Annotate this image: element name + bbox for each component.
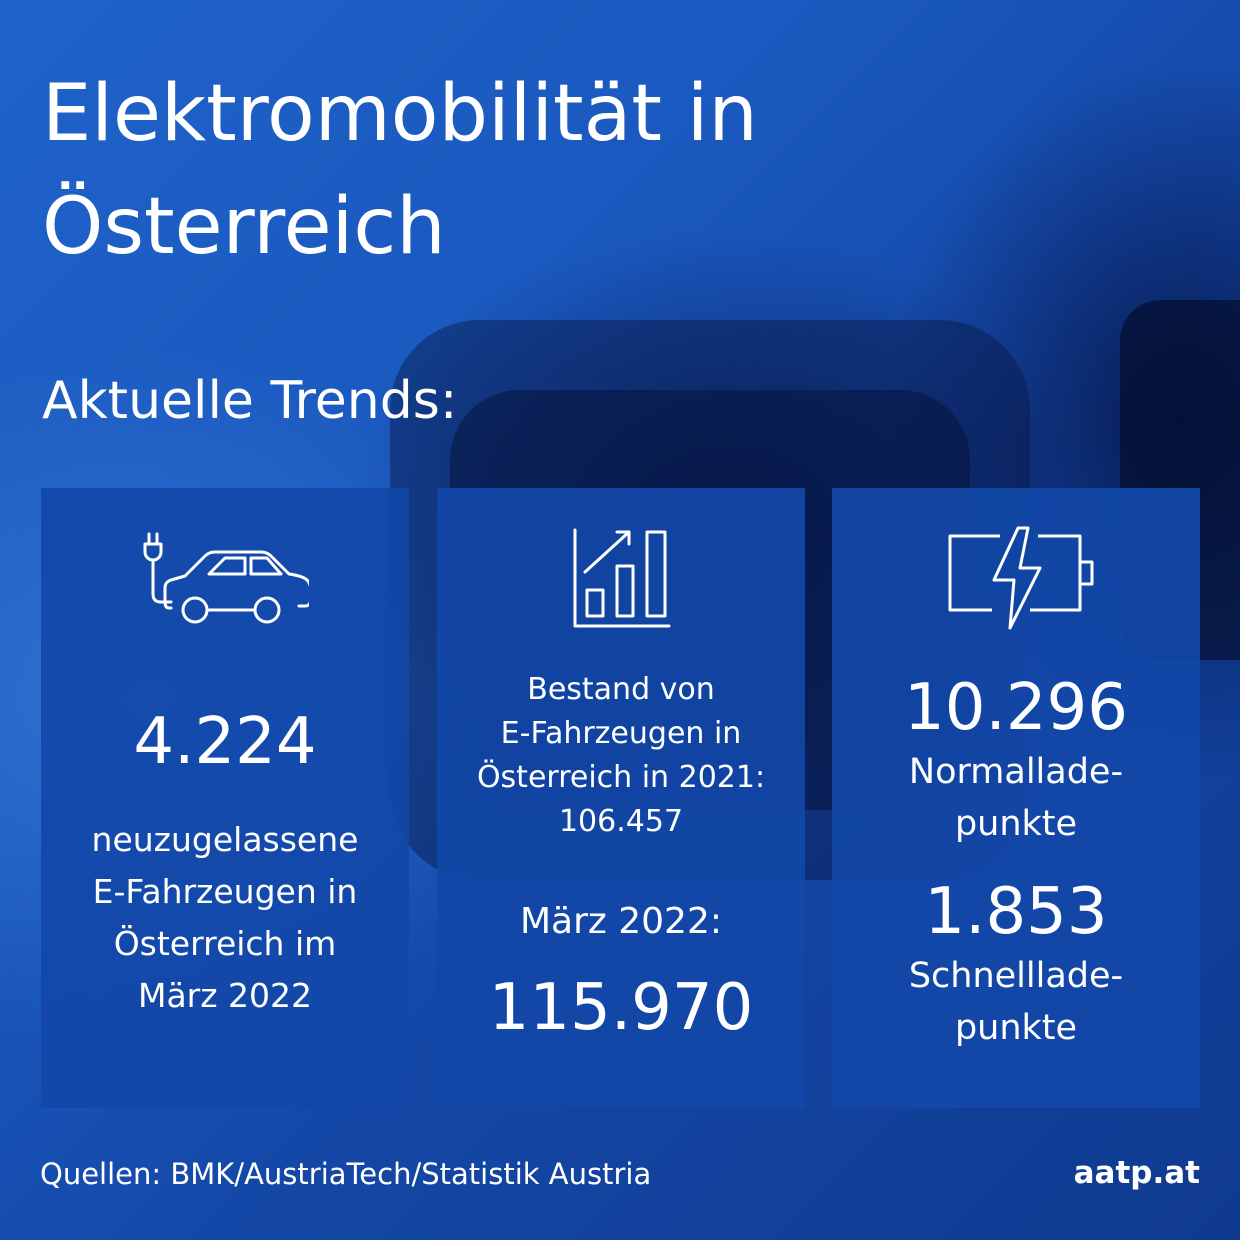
card-charging-points: 10.296 Normallade- punkte 1.853 Schnelll… [832, 488, 1200, 1108]
normal-charging-label-1: Normallade- [908, 752, 1124, 792]
normal-charging-value: 10.296 [904, 671, 1128, 745]
card-new-registrations: 4.224 neuzugelassene E-Fahrzeugen in Öst… [41, 488, 409, 1108]
sources-text: Quellen: BMK/AustriaTech/Statistik Austr… [40, 1157, 652, 1191]
fast-charging-label-1: Schnelllade- [908, 956, 1124, 996]
new-registrations-value: 4.224 [133, 705, 317, 779]
page-title: Elektromobilität in Österreich [42, 58, 758, 284]
section-subtitle: Aktuelle Trends: [42, 371, 458, 431]
card-vehicle-stock: Bestand von E-Fahrzeugen in Österreich i… [437, 488, 805, 1108]
stock-2021-line-3: Österreich in 2021: [476, 760, 766, 795]
electric-car-icon [143, 532, 309, 624]
stock-2021-line-2: E-Fahrzeugen in [500, 716, 742, 751]
stock-2021-line-4: 106.457 [558, 804, 684, 839]
stock-march-2022-label: März 2022: [519, 901, 722, 942]
new-registrations-line-4: März 2022 [137, 976, 313, 1015]
new-registrations-line-3: Österreich im [113, 924, 337, 963]
new-registrations-line-2: E-Fahrzeugen in [92, 872, 358, 911]
fast-charging-label-2: punkte [954, 1008, 1078, 1048]
fast-charging-value: 1.853 [924, 875, 1108, 949]
new-registrations-line-1: neuzugelassene [91, 820, 359, 859]
website-link[interactable]: aatp.at [1073, 1155, 1200, 1191]
growth-chart-icon [573, 528, 671, 628]
normal-charging-label-2: punkte [954, 804, 1078, 844]
title-line-2: Österreich [42, 182, 446, 272]
stock-2021-line-1: Bestand von [527, 672, 715, 707]
battery-charge-icon [948, 526, 1094, 630]
title-line-1: Elektromobilität in [42, 69, 758, 159]
stock-march-2022-value: 115.970 [488, 971, 754, 1045]
